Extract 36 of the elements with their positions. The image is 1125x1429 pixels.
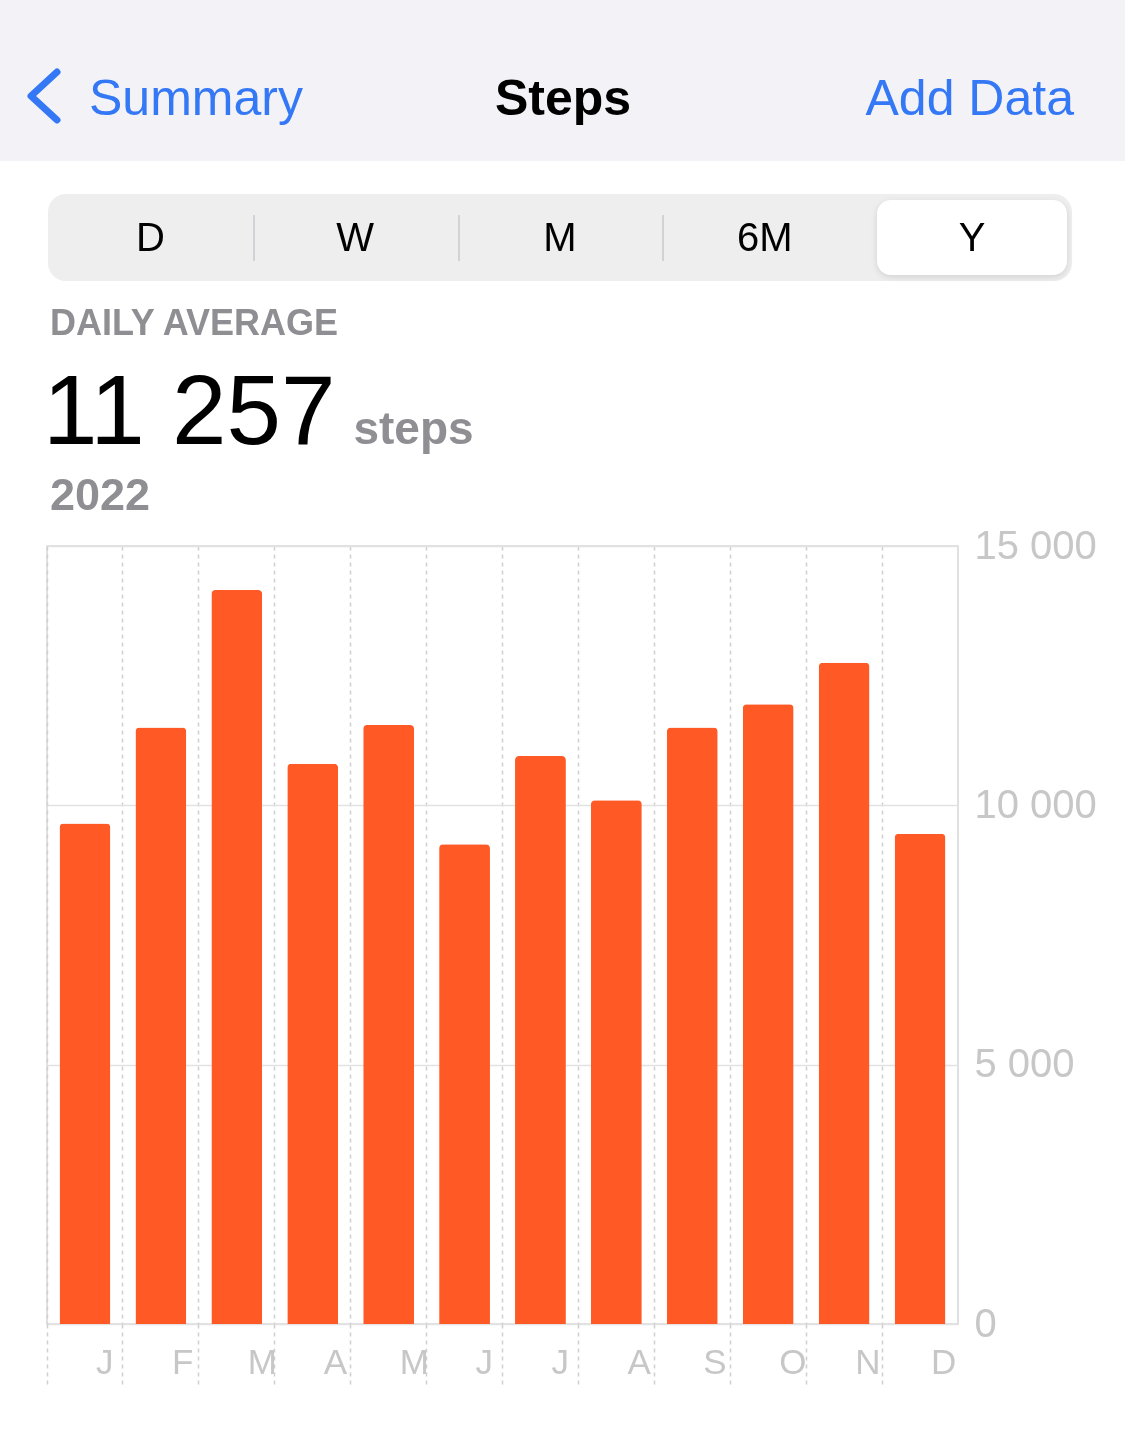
chart-title: Steps xyxy=(494,70,632,126)
x-tick-label: N xyxy=(855,1341,881,1381)
bar xyxy=(515,756,566,1324)
bar xyxy=(590,800,642,1324)
x-tick-label: J xyxy=(475,1341,494,1381)
selected-tab: Y xyxy=(877,200,1067,275)
x-tick-label: S xyxy=(703,1341,727,1381)
x-tick-label: D xyxy=(931,1341,957,1381)
bar xyxy=(666,727,718,1324)
text: steps xyxy=(353,402,474,454)
y-tick-label: 5 000 xyxy=(974,1041,1075,1086)
x-tick-label: A xyxy=(323,1341,348,1381)
x-tick-label: F xyxy=(171,1341,194,1381)
x-tick-label: M xyxy=(399,1341,429,1381)
bar xyxy=(818,662,870,1324)
x-tick-label: A xyxy=(627,1341,652,1381)
text: 11 257 xyxy=(43,355,336,465)
bar xyxy=(211,590,263,1324)
bar xyxy=(439,844,490,1324)
bar xyxy=(135,727,187,1324)
x-tick-label: J xyxy=(95,1341,114,1381)
bar xyxy=(59,823,111,1324)
y-tick-label: 10 000 xyxy=(974,781,1097,826)
y-tick-label: 0 xyxy=(974,1300,997,1345)
text: 2022 xyxy=(50,469,151,520)
x-tick-label: M xyxy=(247,1341,277,1381)
y-tick-label: 15 000 xyxy=(974,522,1097,567)
bar xyxy=(894,833,946,1324)
navigation-bar: Summary Steps Add Data xyxy=(0,0,1125,161)
chart-subtitle: DAILY AVERAGE xyxy=(50,302,339,343)
bar xyxy=(287,763,339,1324)
x-tick-label: O xyxy=(779,1341,807,1381)
segmented-control: D W M 6M Y xyxy=(48,194,1072,281)
bar xyxy=(742,704,794,1324)
x-tick-label: J xyxy=(551,1341,569,1381)
bar xyxy=(363,724,415,1324)
